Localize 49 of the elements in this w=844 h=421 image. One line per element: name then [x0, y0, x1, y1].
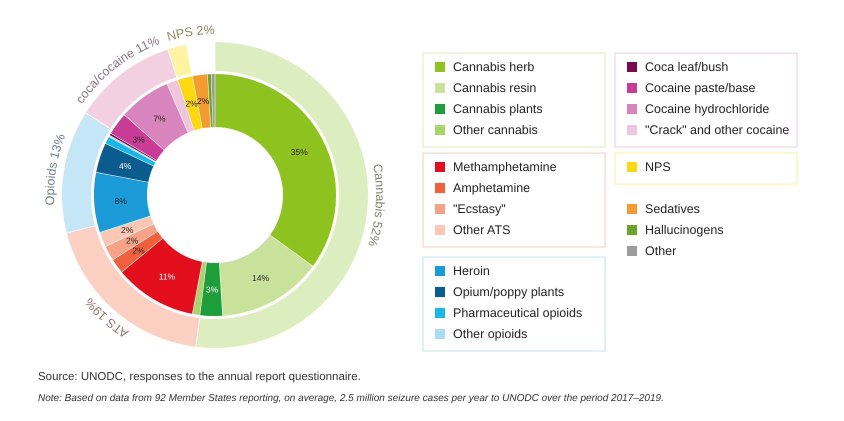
- legend-label: "Ecstasy": [453, 202, 506, 216]
- legend-label: NPS: [645, 160, 671, 174]
- data-label: 4%: [118, 160, 132, 171]
- legend-label: Cocaine paste/base: [645, 81, 756, 95]
- source-note: Source: UNODC, responses to the annual report questionnaire.: [38, 371, 361, 383]
- data-label: 2%: [126, 236, 139, 246]
- legend-label: Sedatives: [645, 202, 700, 216]
- donut-slice: [211, 74, 215, 128]
- data-label: 2%: [120, 224, 134, 235]
- legend-label: "Crack" and other cocaine: [645, 123, 790, 137]
- legend-label: Cannabis resin: [453, 81, 536, 95]
- donut-slice: [220, 235, 313, 316]
- data-label: 7%: [153, 114, 166, 124]
- data-label: 35%: [290, 147, 308, 158]
- legend-label: Other cannabis: [453, 123, 538, 137]
- donut-slice: [96, 144, 154, 182]
- legend-label: Cocaine hydrochloride: [645, 102, 770, 116]
- slice-label: NPS 2%: [165, 22, 216, 44]
- text: Note: Based on data from 92 Member States reporting, on average, 2.5 million seizure cases per year to UNODC over the period 2017–2019.: [38, 393, 664, 404]
- donut-slice: [100, 216, 154, 246]
- legend-label: Other ATS: [453, 223, 510, 237]
- donut-slice: [215, 74, 336, 266]
- donut-slice: [106, 224, 158, 260]
- data-label: 3%: [132, 134, 146, 144]
- data-label: 8%: [114, 196, 128, 206]
- legend-label: Opium/poppy plants: [453, 285, 564, 299]
- data-label: 11%: [158, 271, 176, 282]
- donut-slice: [122, 238, 202, 314]
- donut-slice: [110, 115, 164, 160]
- data-label: 3%: [206, 284, 219, 294]
- legend-label: Methamphetamine: [453, 160, 557, 174]
- legend-label: Amphetamine: [453, 181, 530, 195]
- legend-label: Coca leaf/bush: [645, 60, 728, 74]
- data-label: 14%: [252, 272, 270, 283]
- data-label: 2%: [185, 98, 198, 108]
- legend-label: Hallucinogens: [645, 223, 724, 237]
- data-label: 2%: [197, 96, 210, 106]
- donut-slice: [94, 172, 150, 232]
- legend-label: Cannabis herb: [453, 60, 534, 74]
- legend-label: Other: [645, 244, 676, 258]
- legend-label: Heroin: [453, 264, 490, 278]
- data-label: 2%: [132, 246, 146, 256]
- donut-slice: [112, 232, 162, 272]
- donut-slice: [192, 262, 206, 316]
- legend-label: Cannabis plants: [453, 102, 543, 116]
- donut-slice: [208, 74, 213, 128]
- legend-label: Pharmaceutical opioids: [453, 306, 582, 320]
- legend-label: Other opioids: [453, 327, 528, 341]
- donut-slice: [200, 262, 222, 316]
